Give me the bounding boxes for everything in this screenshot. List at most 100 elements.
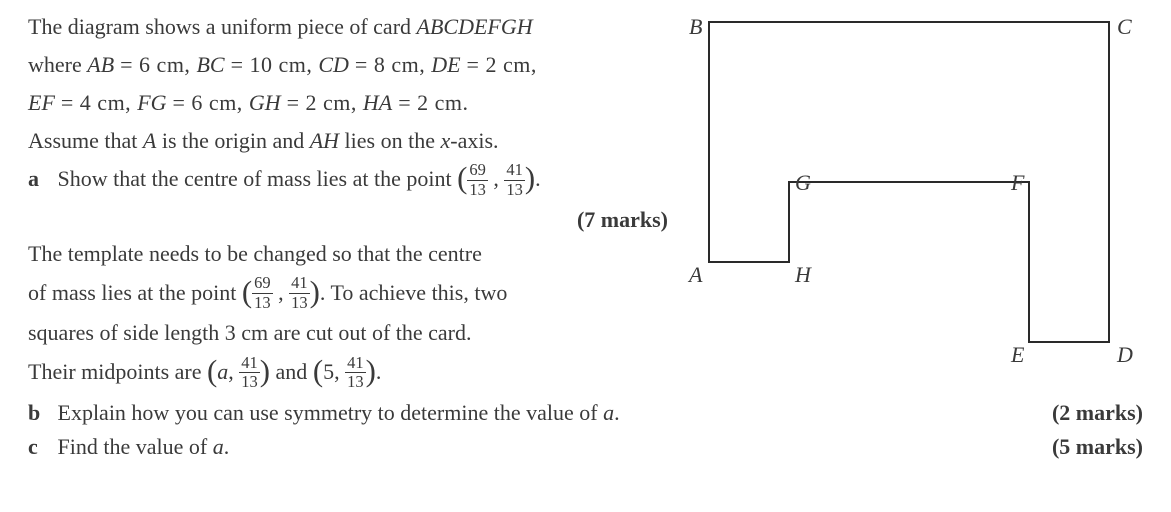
num: 69 (467, 162, 488, 181)
text: is the origin and (156, 128, 309, 153)
intro-line-3: EF = 4 cm, FG = 6 cm, GH = 2 cm, HA = 2 … (28, 86, 668, 120)
var: x (440, 128, 450, 153)
val: = 8 cm, (349, 52, 431, 77)
text: where (28, 52, 87, 77)
rparen: ) (260, 354, 270, 388)
var: a (217, 359, 228, 384)
mid-line-3: squares of side length 3 cm are cut out … (28, 316, 668, 350)
part-b-marks: (2 marks) (1052, 396, 1143, 430)
var: a (213, 434, 224, 459)
val: = 2 cm. (392, 90, 468, 115)
val: = 6 cm, (167, 90, 249, 115)
num: 69 (252, 275, 273, 294)
text: . (614, 400, 620, 425)
text: Find the value of (58, 434, 213, 459)
num: 41 (289, 275, 310, 294)
den: 13 (252, 294, 273, 312)
val: = 2 cm, (281, 90, 363, 115)
seg: DE (431, 52, 460, 77)
seg: FG (137, 90, 166, 115)
text: Assume that (28, 128, 143, 153)
vertex-label-E: E (1010, 342, 1025, 367)
fraction: 4113 (289, 275, 310, 311)
comma: , (228, 359, 239, 384)
rparen: ) (310, 275, 320, 309)
polygon-outline (709, 22, 1109, 342)
vertex-label-A: A (687, 262, 703, 287)
fraction: 4113 (345, 355, 366, 391)
vertex-label-D: D (1116, 342, 1133, 367)
val: = 2 cm, (461, 52, 537, 77)
text: and (270, 359, 313, 384)
val: = 6 cm, (114, 52, 196, 77)
seg: BC (196, 52, 224, 77)
text: . (224, 434, 230, 459)
text: Show that the centre of mass lies at the… (58, 166, 458, 191)
text: . (376, 359, 382, 384)
lparen: ( (457, 161, 467, 195)
mid-line-2: of mass lies at the point (6913 , 4113).… (28, 276, 668, 313)
den: 13 (467, 181, 488, 199)
intro-line-2: where AB = 6 cm, BC = 10 cm, CD = 8 cm, … (28, 48, 668, 82)
text: Explain how you can use symmetry to dete… (58, 400, 604, 425)
vertex-label-B: B (689, 14, 702, 39)
seg: GH (249, 90, 281, 115)
num: 41 (239, 355, 260, 374)
var: A (143, 128, 156, 153)
vertex-label-F: F (1010, 170, 1025, 195)
part-c-marks: (5 marks) (1052, 430, 1143, 464)
var: AH (310, 128, 339, 153)
rparen: ) (366, 354, 376, 388)
seg: AB (87, 52, 114, 77)
part-b-label: b (28, 396, 52, 430)
num: 5 (323, 359, 334, 384)
page: The diagram shows a uniform piece of car… (0, 0, 1171, 512)
intro-line-1: The diagram shows a uniform piece of car… (28, 10, 668, 44)
comma: , (334, 359, 345, 384)
part-b-row: b Explain how you can use symmetry to de… (28, 396, 1143, 430)
den: 13 (504, 181, 525, 199)
intro-block: The diagram shows a uniform piece of car… (28, 10, 668, 392)
var: a (603, 400, 614, 425)
text: Their midpoints are (28, 359, 207, 384)
lparen: ( (313, 354, 323, 388)
text: . To achieve this, two (320, 280, 507, 305)
mid-line-1: The template needs to be changed so that… (28, 237, 668, 271)
vertex-label-H: H (794, 262, 812, 287)
part-c-row: c Find the value of a. (5 marks) (28, 430, 1143, 464)
polygon-name: ABCDEFGH (417, 14, 533, 39)
val: = 10 cm, (225, 52, 319, 77)
intro-line-4: Assume that A is the origin and AH lies … (28, 124, 668, 158)
text: of mass lies at the point (28, 280, 242, 305)
fraction: 4113 (239, 355, 260, 391)
text: The diagram shows a uniform piece of car… (28, 14, 417, 39)
rparen: ) (525, 161, 535, 195)
polygon-diagram: ABCDEFGH (685, 12, 1155, 312)
part-c: c Find the value of a. (28, 430, 229, 464)
part-a-marks: (7 marks) (28, 203, 668, 237)
seg: EF (28, 90, 55, 115)
seg: CD (318, 52, 349, 77)
lparen: ( (207, 354, 217, 388)
seg: HA (363, 90, 392, 115)
num: 41 (345, 355, 366, 374)
fraction: 6913 (467, 162, 488, 198)
den: 13 (289, 294, 310, 312)
comma: , (488, 166, 505, 191)
part-c-label: c (28, 430, 52, 464)
part-b: b Explain how you can use symmetry to de… (28, 396, 620, 430)
fraction: 4113 (504, 162, 525, 198)
val: = 4 cm, (55, 90, 137, 115)
vertex-label-G: G (795, 170, 811, 195)
num: 41 (504, 162, 525, 181)
text: lies on the (339, 128, 440, 153)
text: . (535, 166, 541, 191)
diagram-svg: ABCDEFGH (685, 12, 1155, 352)
text: -axis. (450, 128, 498, 153)
lparen: ( (242, 275, 252, 309)
mid-line-4: Their midpoints are (a, 4113) and (5, 41… (28, 355, 668, 392)
part-a: a Show that the centre of mass lies at t… (28, 162, 668, 199)
vertex-label-C: C (1117, 14, 1132, 39)
comma: , (273, 280, 290, 305)
den: 13 (345, 373, 366, 391)
